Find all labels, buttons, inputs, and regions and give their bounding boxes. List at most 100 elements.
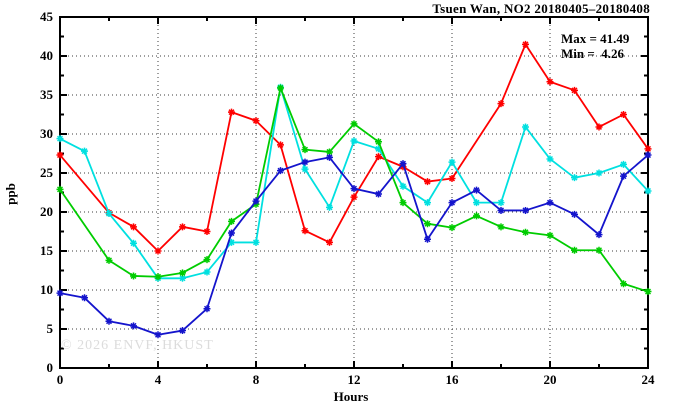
y-tick-label: 35 — [40, 87, 53, 102]
series-red-marker — [326, 238, 333, 246]
y-tick-label: 10 — [40, 282, 53, 297]
series-green-marker — [424, 220, 431, 228]
series-blue-marker — [228, 229, 235, 237]
y-tick-label: 15 — [40, 243, 53, 258]
series-green-marker — [375, 138, 382, 146]
series-blue-marker — [326, 153, 333, 161]
series-blue-marker — [350, 185, 358, 193]
series-cyan-marker — [595, 169, 603, 177]
series-green-marker — [350, 120, 358, 128]
series-cyan-marker — [56, 135, 64, 143]
series-cyan-marker — [497, 199, 505, 207]
series-green-marker — [130, 272, 137, 280]
series-red-marker — [350, 193, 358, 201]
series-red-marker — [228, 108, 235, 116]
series-cyan-marker — [620, 160, 627, 168]
series-blue-line — [59, 154, 649, 336]
y-tick-label: 25 — [40, 165, 53, 180]
series-blue-marker — [497, 206, 505, 214]
series-cyan-marker — [546, 155, 554, 163]
series-cyan-marker — [326, 203, 333, 211]
series-red-marker — [497, 100, 505, 108]
x-axis-label: Hours — [333, 389, 369, 404]
x-tick-label: 8 — [252, 372, 260, 387]
series-cyan-marker — [375, 145, 382, 153]
y-tick-label: 20 — [40, 204, 53, 219]
series-cyan-marker — [301, 165, 309, 173]
series-cyan-marker — [399, 182, 407, 190]
series-cyan-marker — [228, 238, 235, 246]
series-green-marker — [571, 246, 578, 254]
series-cyan-marker — [203, 268, 211, 276]
y-tick-label: 30 — [40, 126, 53, 141]
series-green-marker — [203, 256, 211, 264]
x-tick-label: 16 — [445, 372, 459, 387]
series-blue-marker — [301, 158, 309, 166]
series-red-marker — [154, 247, 162, 255]
series-red-marker — [252, 117, 260, 125]
series-blue-marker — [56, 289, 64, 297]
series-green-marker — [522, 228, 529, 236]
series-blue-marker — [252, 197, 260, 205]
series-green-marker — [228, 217, 235, 225]
series-blue-marker — [203, 305, 211, 313]
series-cyan-marker — [473, 199, 480, 207]
series-green-marker — [277, 84, 284, 92]
max-stat: Max = 41.49 — [561, 31, 630, 46]
min-stat: Min = 4.26 — [561, 46, 625, 61]
series-blue-marker — [522, 206, 529, 214]
series-green-marker — [154, 273, 162, 281]
series-cyan-marker — [130, 239, 137, 247]
series-red-marker — [522, 40, 529, 48]
series-red-marker — [620, 111, 627, 118]
y-tick-label: 5 — [46, 321, 54, 336]
series-green-marker — [105, 256, 113, 264]
series-blue-marker — [154, 331, 162, 339]
series-blue-marker — [130, 322, 137, 330]
x-tick-label: 20 — [543, 372, 557, 387]
series-green-marker — [179, 269, 186, 277]
x-tick-label: 24 — [641, 372, 655, 387]
series-green-marker — [473, 212, 480, 220]
series-blue-marker — [375, 190, 382, 198]
y-tick-label: 0 — [46, 360, 54, 375]
series-blue-marker — [81, 294, 88, 302]
series-red-marker — [130, 223, 137, 231]
series-blue-marker — [399, 160, 407, 168]
series-cyan-marker — [448, 158, 456, 166]
series-red-marker — [595, 123, 603, 131]
series-cyan-marker — [81, 147, 88, 155]
series-blue-marker — [620, 172, 627, 180]
series-blue-marker — [595, 231, 603, 239]
series-blue-marker — [277, 167, 284, 175]
series-blue-marker — [179, 327, 186, 335]
series-green-marker — [497, 223, 505, 231]
series-cyan-marker — [571, 174, 578, 182]
watermark: © 2026 ENVF, HKUST — [61, 338, 214, 353]
series-cyan-marker — [252, 238, 260, 246]
series-red-marker — [571, 86, 578, 94]
series-green-marker — [546, 231, 554, 239]
series-red-marker — [448, 174, 456, 182]
y-tick-label: 40 — [40, 48, 53, 63]
series-red-marker — [277, 141, 284, 149]
series-red-marker — [301, 227, 309, 235]
series-green-marker — [644, 288, 652, 296]
series-blue-marker — [105, 317, 113, 325]
series-blue-marker — [424, 235, 431, 243]
series-blue-marker — [644, 151, 652, 159]
series-green-marker — [56, 185, 64, 193]
series-red-line — [59, 43, 649, 252]
max-min-stats: Max = 41.49 Min = 4.26 — [561, 31, 629, 61]
series-red-marker — [56, 151, 64, 159]
series-green-marker — [301, 146, 309, 154]
series-cyan-marker — [179, 274, 186, 282]
series-red-marker — [546, 78, 554, 86]
series-green-marker — [326, 148, 333, 156]
series-red-marker — [203, 228, 211, 235]
x-tick-label: 0 — [56, 372, 64, 387]
series-cyan-marker — [644, 187, 652, 195]
series-green-marker — [399, 199, 407, 207]
